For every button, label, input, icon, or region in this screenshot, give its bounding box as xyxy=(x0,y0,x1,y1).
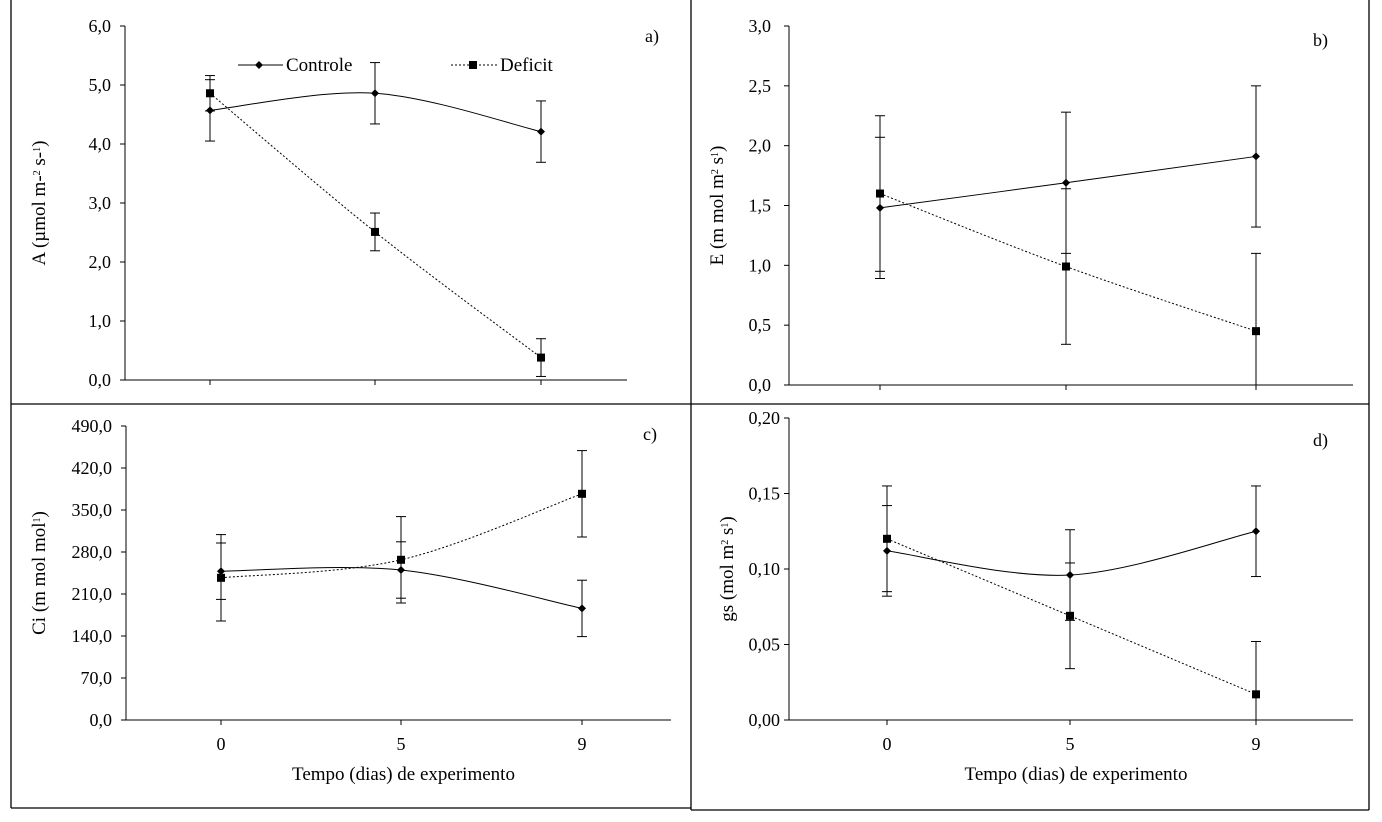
x-axis-title: Tempo (dias) de experimento xyxy=(965,764,1188,785)
y-tick-label: 0,5 xyxy=(749,315,772,335)
y-tick-label: 1,0 xyxy=(749,255,772,275)
series-deficit xyxy=(875,115,1261,385)
data-point-diamond xyxy=(537,127,545,136)
data-point-square xyxy=(1062,262,1070,271)
series-deficit xyxy=(205,75,546,377)
data-point-diamond xyxy=(1252,527,1260,536)
legend-deficit-marker-icon xyxy=(469,61,477,69)
series-line xyxy=(886,530,1257,576)
data-point-diamond xyxy=(371,89,379,98)
y-tick-label: 2,5 xyxy=(749,76,772,96)
y-tick-label: 1,5 xyxy=(749,196,772,216)
y-tick-label: 140,0 xyxy=(72,626,113,646)
y-tick-label: 70,0 xyxy=(81,668,113,688)
y-tick-label: 0,20 xyxy=(749,408,781,428)
x-tick-label: 9 xyxy=(1252,734,1261,754)
data-point-square xyxy=(206,89,214,98)
x-tick-label: 5 xyxy=(1066,734,1075,754)
data-point-square xyxy=(1066,611,1074,620)
data-point-square xyxy=(217,573,225,582)
panel-b: 0,0 0,5 1,0 1,5 2,0 2,5 3,0 E (m mol m2 s1) b) xyxy=(707,16,1353,395)
panel-c: 0,0 70,0 140,0 210,0 280,0 350,0 420,0 490,0 0 5 9… xyxy=(29,416,671,785)
series-deficit xyxy=(216,450,587,622)
series-controle xyxy=(875,85,1261,279)
x-tick-label: 0 xyxy=(883,734,892,754)
y-tick-label: 420,0 xyxy=(72,458,113,478)
x-tick-label: 5 xyxy=(397,734,406,754)
y-axis-title: E (m mol m2 s1) xyxy=(707,146,728,266)
y-tick-label: 0,0 xyxy=(89,370,112,390)
y-tick-label: 4,0 xyxy=(89,134,112,154)
legend-controle-label: Controle xyxy=(286,55,353,76)
data-point-diamond xyxy=(1062,178,1070,187)
x-axis-title: Tempo (dias) de experimento xyxy=(292,764,515,785)
y-axis-title: A (µmol m-2 s-1) xyxy=(29,141,50,266)
y-tick-label: 210,0 xyxy=(72,584,113,604)
data-point-diamond xyxy=(1252,152,1260,161)
x-tick-label: 0 xyxy=(217,734,226,754)
panel-label: a) xyxy=(645,26,659,47)
data-point-square xyxy=(876,189,884,198)
y-tick-label: 0,0 xyxy=(749,375,772,395)
series-controle xyxy=(205,62,546,163)
y-tick-label: 5,0 xyxy=(89,75,112,95)
y-tick-label: 3,0 xyxy=(89,193,112,213)
y-tick-label: 0,05 xyxy=(749,635,781,655)
panel-frames xyxy=(10,0,1370,811)
legend-controle-marker-icon xyxy=(255,61,263,69)
y-tick-label: 350,0 xyxy=(72,500,113,520)
panel-label: b) xyxy=(1313,30,1328,51)
y-axis-title: gs (mol m2 s1) xyxy=(717,516,738,622)
y-tick-label: 0,0 xyxy=(90,710,113,730)
data-point-square xyxy=(537,353,545,362)
panel-label: d) xyxy=(1313,430,1328,451)
y-tick-label: 0,10 xyxy=(749,559,781,579)
data-point-diamond xyxy=(578,604,586,613)
legend-deficit-label: Deficit xyxy=(500,55,553,76)
series-line xyxy=(879,193,1257,332)
data-point-square xyxy=(371,227,379,236)
y-tick-label: 490,0 xyxy=(72,416,113,436)
y-axis-title: Ci (m mol mol1) xyxy=(29,511,50,635)
series-line xyxy=(886,538,1257,695)
y-tick-label: 2,0 xyxy=(749,136,772,156)
y-tick-label: 2,0 xyxy=(89,252,112,272)
data-point-square xyxy=(1252,690,1260,699)
y-tick-label: 0,15 xyxy=(749,484,781,504)
data-point-square xyxy=(397,555,405,564)
panel-label: c) xyxy=(643,424,657,445)
data-point-square xyxy=(1252,327,1260,336)
x-tick-label: 9 xyxy=(578,734,587,754)
panel-d: 0,00 0,05 0,10 0,15 0,20 0 5 9 Tempo (dias) de e… xyxy=(717,408,1353,785)
data-point-square xyxy=(578,489,586,498)
y-tick-label: 0,00 xyxy=(749,710,781,730)
y-tick-label: 6,0 xyxy=(89,16,112,36)
series-deficit xyxy=(882,485,1261,720)
legend: Controle Deficit xyxy=(238,55,553,76)
y-tick-label: 1,0 xyxy=(89,311,112,331)
data-point-square xyxy=(883,534,891,543)
y-tick-label: 3,0 xyxy=(749,16,772,36)
series-controle xyxy=(882,485,1261,621)
y-tick-label: 280,0 xyxy=(72,542,113,562)
